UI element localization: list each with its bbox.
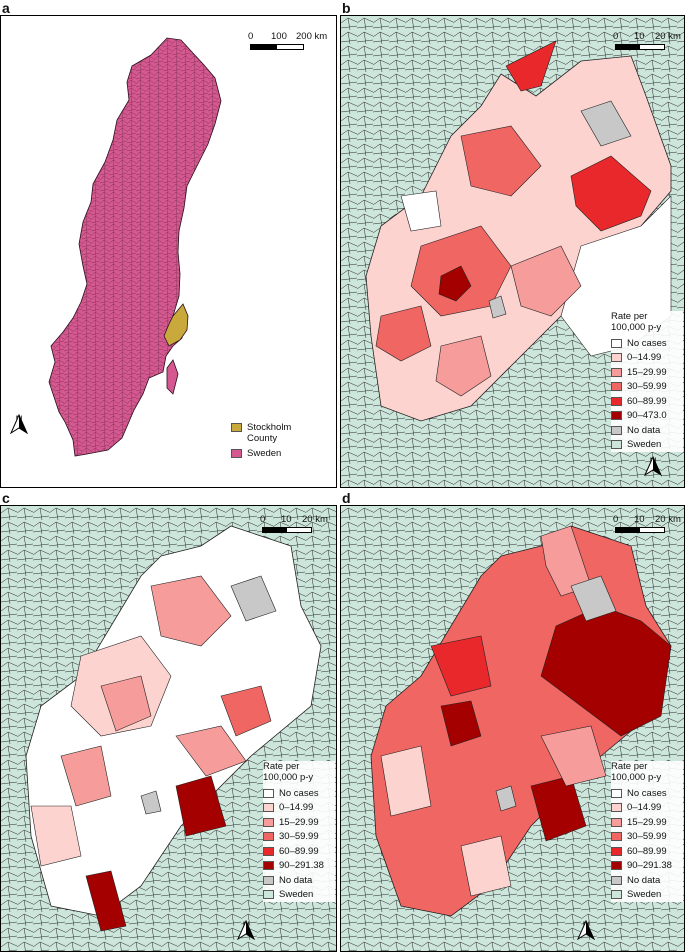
legend-item: No cases <box>263 786 335 801</box>
legend-title: Rate per 100,000 p-y <box>611 311 662 333</box>
legend-swatch <box>611 411 622 421</box>
legend-swatch <box>611 396 622 406</box>
panel-label-d: d <box>342 490 351 506</box>
panel-label-c: c <box>2 490 10 506</box>
legend-item: 30–59.99 <box>611 380 683 395</box>
north-arrow-icon <box>237 920 255 940</box>
legend-swatch <box>263 875 274 885</box>
panel-label-a: a <box>2 0 10 16</box>
legend-item: No cases <box>611 336 683 351</box>
legend-swatch <box>611 803 622 813</box>
legend-swatch <box>611 875 622 885</box>
north-arrow-icon <box>644 456 662 476</box>
legend-item-sweden: Sweden <box>231 446 299 461</box>
legend-swatch <box>611 338 622 348</box>
panel-b-map: 0 10 20 km N Rate per 100,000 p-y No cas… <box>340 15 685 488</box>
legend-item: 90–291.38 <box>611 859 683 874</box>
legend-swatch <box>263 803 274 813</box>
panel-a-map: 0 100 200 km N Stockholm County Sweden <box>0 15 337 488</box>
legend-title: Rate per 100,000 p-y <box>263 761 314 783</box>
legend-item: 0–14.99 <box>611 351 683 366</box>
legend-item: No data <box>263 873 335 888</box>
legend-item: 60–89.99 <box>263 844 335 859</box>
legend-swatch <box>611 353 622 363</box>
legend-item: 60–89.99 <box>611 394 683 409</box>
legend-item: No cases <box>611 786 683 801</box>
scale-bar-b: 0 10 20 km <box>613 31 681 50</box>
legend-swatch <box>611 890 622 900</box>
panel-d-map: 0 10 20 km N Rate per 100,000 p-y No cas… <box>340 505 685 952</box>
legend-item: 60–89.99 <box>611 844 683 859</box>
panel-c-map: 0 10 20 km N Rate per 100,000 p-y No cas… <box>0 505 337 952</box>
legend-item: 0–14.99 <box>611 801 683 816</box>
legend-swatch <box>611 382 622 392</box>
legend-swatch <box>263 846 274 856</box>
legend-swatch <box>231 423 242 432</box>
legend-item-stockholm-county: Stockholm County <box>231 422 299 446</box>
legend-item: Sweden <box>611 438 683 453</box>
legend-item: Sweden <box>611 888 683 903</box>
legend-d: Rate per 100,000 p-y No cases 0–14.99 15… <box>611 761 683 902</box>
legend-item: 15–29.99 <box>611 815 683 830</box>
scale-bar-d: 0 10 20 km <box>613 514 681 533</box>
legend-item: No data <box>611 423 683 438</box>
stockholm-county-region <box>163 303 189 347</box>
legend-swatch <box>611 861 622 871</box>
legend-swatch <box>611 788 622 798</box>
north-arrow-b: N <box>644 456 662 476</box>
legend-item: 30–59.99 <box>611 830 683 845</box>
north-arrow-icon <box>577 920 595 940</box>
scale-bar-a: 0 100 200 km <box>248 31 327 50</box>
legend-item: 15–29.99 <box>263 815 335 830</box>
gotland-island <box>166 359 179 395</box>
panel-label-b: b <box>342 0 351 16</box>
legend-swatch <box>231 448 242 458</box>
sweden-land <box>48 37 222 457</box>
legend-swatch <box>263 788 274 798</box>
legend-swatch <box>611 832 622 842</box>
legend-swatch <box>611 846 622 856</box>
legend-a: Stockholm County Sweden <box>231 422 299 461</box>
legend-item: 90–291.38 <box>263 859 335 874</box>
legend-item: 90–473.0 <box>611 409 683 424</box>
legend-item: 0–14.99 <box>263 801 335 816</box>
legend-title: Rate per 100,000 p-y <box>611 761 662 783</box>
legend-swatch <box>611 817 622 827</box>
scale-bar-c: 0 10 20 km <box>260 514 328 533</box>
legend-item: 30–59.99 <box>263 830 335 845</box>
legend-swatch <box>263 890 274 900</box>
legend-b: Rate per 100,000 p-y No cases 0–14.99 15… <box>611 311 683 452</box>
sweden-map <box>48 37 222 457</box>
legend-swatch <box>263 861 274 871</box>
legend-swatch <box>263 832 274 842</box>
legend-swatch <box>611 440 622 450</box>
north-arrow-icon <box>10 414 28 434</box>
north-arrow-c: N <box>237 920 255 940</box>
north-arrow-a: N <box>10 414 28 434</box>
north-arrow-d: N <box>577 920 595 940</box>
legend-c: Rate per 100,000 p-y No cases 0–14.99 15… <box>263 761 335 902</box>
legend-swatch <box>611 425 622 435</box>
legend-item: 15–29.99 <box>611 365 683 380</box>
legend-swatch <box>611 367 622 377</box>
legend-swatch <box>263 817 274 827</box>
legend-item: No data <box>611 873 683 888</box>
legend-item: Sweden <box>263 888 335 903</box>
